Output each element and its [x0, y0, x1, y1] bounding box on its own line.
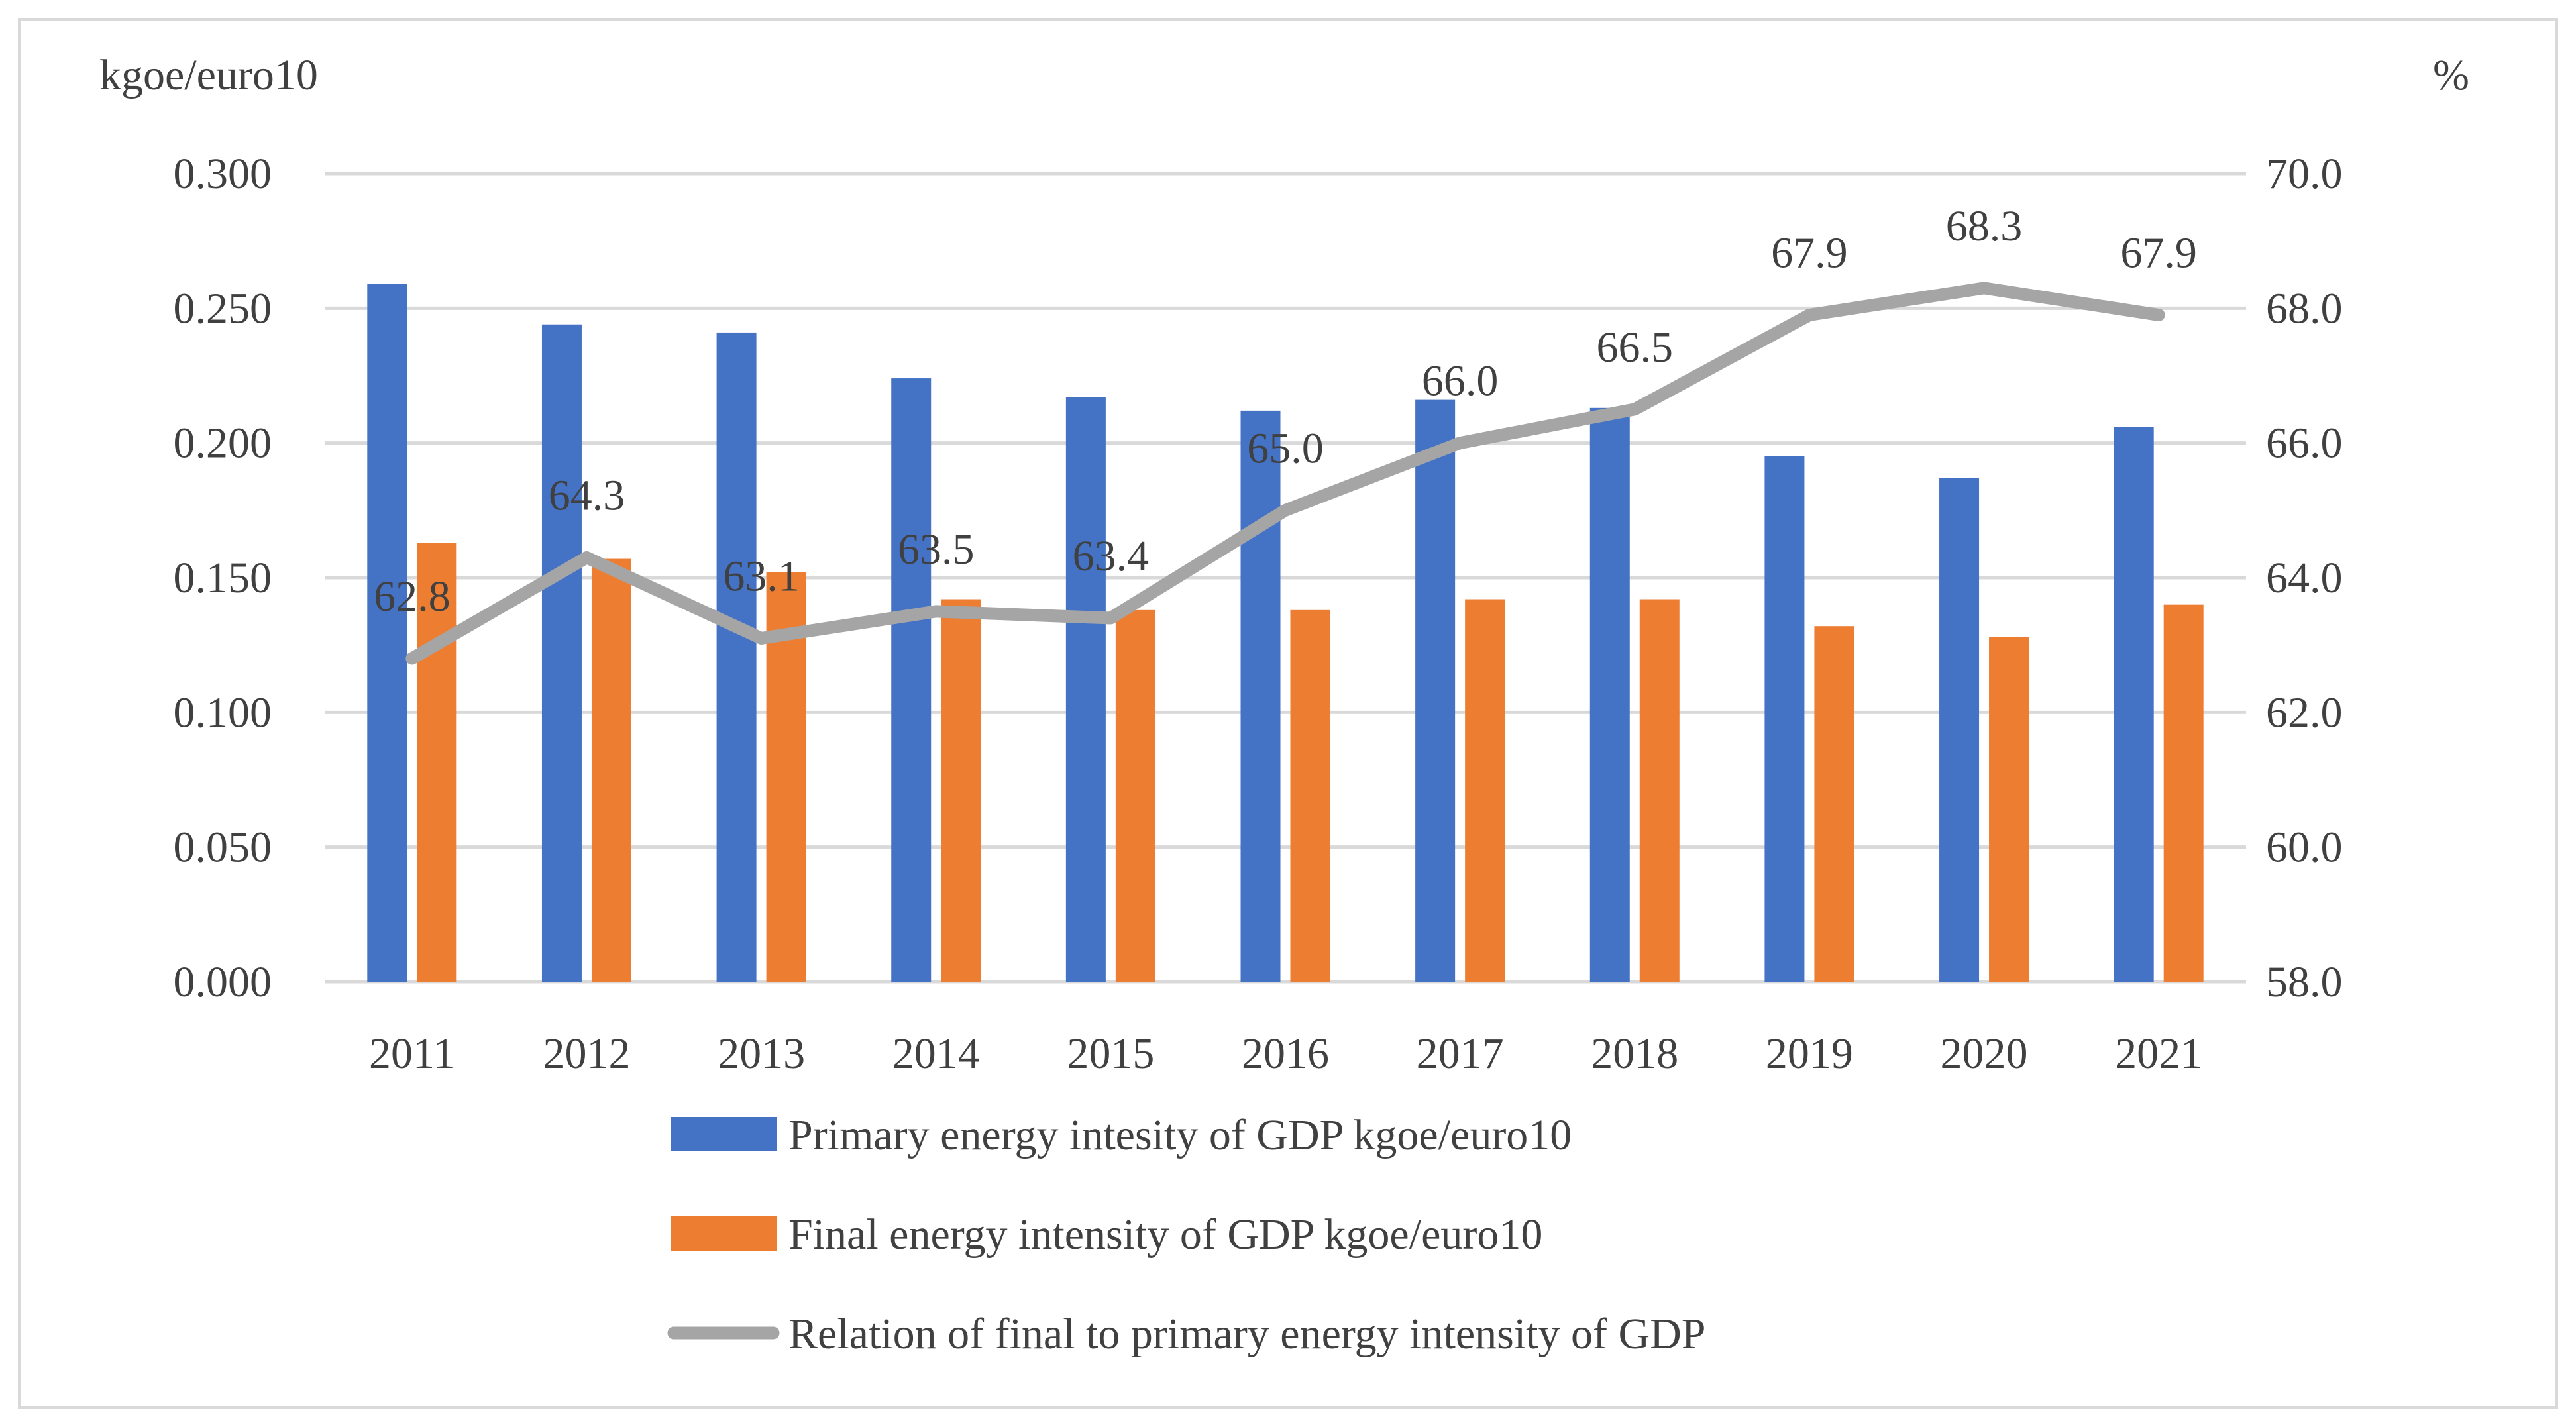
x-tick-label: 2021: [2115, 1030, 2202, 1078]
x-tick-label: 2014: [892, 1030, 980, 1078]
gridlines: [325, 172, 2246, 984]
ratio-data-label: 63.4: [1073, 532, 1150, 580]
ratio-data-label: 65.0: [1247, 424, 1324, 472]
left-tick-label: 0.050: [174, 823, 272, 872]
bar-final: [2163, 604, 2204, 982]
ratio-line: [405, 282, 2165, 665]
bars: [367, 284, 2204, 982]
x-tick-label: 2017: [1417, 1030, 1504, 1078]
right-tick-label: 60.0: [2266, 823, 2343, 872]
bar-primary: [1939, 478, 1980, 982]
bar-primary: [367, 284, 407, 982]
bar-primary: [891, 378, 932, 982]
ratio-data-label: 67.9: [2120, 229, 2197, 278]
right-tick-label: 62.0: [2266, 688, 2343, 737]
bar-final: [591, 558, 631, 982]
bar-final: [1115, 609, 1155, 982]
x-tick-label: 2013: [718, 1030, 805, 1078]
axes: kgoe/euro10 % 0.000 0.050 0.100 0.150 0.200 0…: [99, 51, 2469, 1078]
legend: Primary energy intesity of GDP kgoe/euro…: [667, 1111, 1706, 1358]
x-tick-label: 2016: [1242, 1030, 1329, 1078]
left-axis-title: kgoe/euro10: [99, 51, 318, 99]
left-tick-label: 0.100: [174, 688, 272, 737]
bar-primary: [716, 332, 757, 982]
bar-final: [1639, 599, 1680, 982]
bar-primary: [1415, 399, 1456, 982]
right-tick-label: 68.0: [2266, 284, 2343, 333]
bar-final: [941, 599, 981, 982]
ratio-data-label: 68.3: [1946, 202, 2023, 250]
x-tick-label: 2012: [543, 1030, 630, 1078]
ratio-data-label: 64.3: [549, 472, 625, 520]
right-tick-label: 66.0: [2266, 419, 2343, 468]
bar-final: [1465, 599, 1505, 982]
right-axis-title: %: [2433, 51, 2469, 99]
ratio-data-label: 67.9: [1771, 229, 1848, 278]
right-tick-label: 64.0: [2266, 554, 2343, 602]
right-tick-label: 70.0: [2266, 150, 2343, 198]
x-tick-label: 2020: [1941, 1030, 2028, 1078]
bar-final: [1814, 626, 1854, 982]
ratio-data-label: 66.0: [1422, 357, 1499, 405]
legend-label: Final energy intensity of GDP kgoe/euro1…: [788, 1210, 1542, 1259]
bar-primary: [1240, 410, 1281, 982]
bar-final: [417, 543, 457, 982]
left-tick-label: 0.200: [174, 419, 272, 468]
left-tick-label: 0.000: [174, 958, 272, 1006]
bar-primary: [1589, 407, 1630, 982]
ratio-data-label: 66.5: [1597, 323, 1674, 372]
bar-final: [1290, 609, 1330, 982]
ratio-line-path: [405, 282, 2165, 665]
bar-primary: [2114, 427, 2154, 982]
x-tick-label: 2011: [369, 1030, 455, 1078]
bar-primary: [1065, 397, 1106, 982]
left-tick-label: 0.150: [174, 554, 272, 602]
left-tick-label: 0.300: [174, 150, 272, 198]
right-tick-label: 58.0: [2266, 958, 2343, 1006]
bar-primary: [541, 324, 582, 982]
left-tick-label: 0.250: [174, 284, 272, 333]
legend-label: Primary energy intesity of GDP kgoe/euro…: [788, 1111, 1572, 1159]
data-labels: 62.8 64.3 63.1 63.5 63.4 65.0 66.0 66.5 67.9 68.3…: [374, 202, 2197, 621]
x-tick-label: 2015: [1067, 1030, 1154, 1078]
x-tick-label: 2018: [1591, 1030, 1678, 1078]
bar-final: [1989, 637, 2029, 982]
ratio-data-label: 62.8: [374, 572, 451, 621]
legend-label: Relation of final to primary energy inte…: [788, 1310, 1706, 1358]
bar-primary: [1764, 456, 1805, 982]
x-tick-label: 2019: [1766, 1030, 1853, 1078]
ratio-data-label: 63.1: [723, 553, 800, 601]
legend-swatch: [671, 1216, 777, 1251]
legend-swatch: [671, 1117, 777, 1151]
ratio-data-label: 63.5: [898, 525, 975, 574]
